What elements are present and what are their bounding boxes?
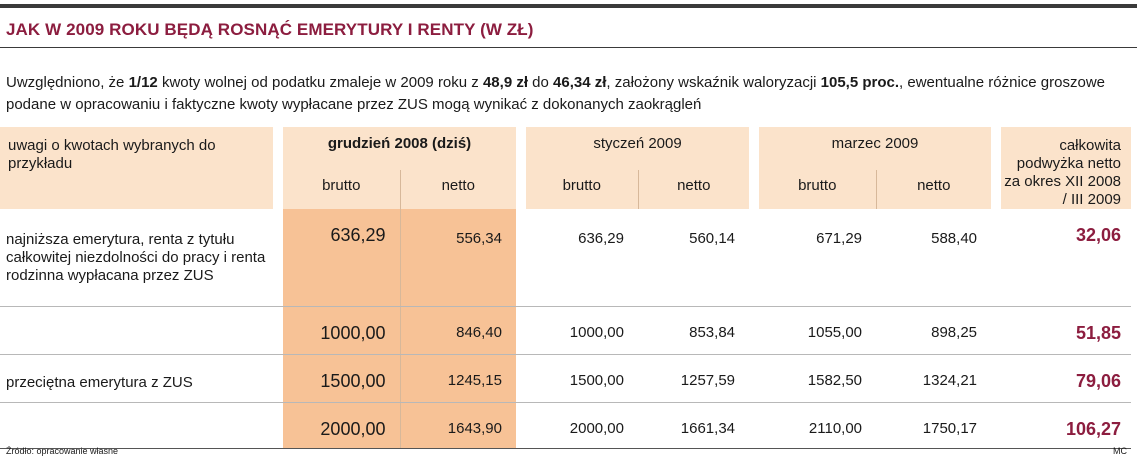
dec-netto-cell: 556,34 [399, 209, 516, 307]
row-label: przeciętna emerytura z ZUS [0, 354, 273, 403]
total-raise-cell: 51,85 [1001, 306, 1132, 355]
header-dec-brutto: brutto [283, 170, 400, 209]
row-label: najniższa emerytura, renta z tytułu całk… [0, 209, 273, 307]
header-group-dec: grudzień 2008 (dziś) [283, 127, 516, 171]
mar-netto-cell: 588,40 [876, 209, 992, 307]
header-jan-brutto: brutto [526, 170, 638, 209]
mar-brutto-cell: 2110,00 [759, 402, 877, 449]
intro-bold-2: 48,9 zł [482, 74, 528, 91]
title-rule [0, 47, 1137, 48]
dec-netto-cell: 1643,90 [399, 402, 516, 449]
top-rule [0, 4, 1137, 8]
mar-brutto-cell: 1055,00 [759, 306, 877, 355]
mar-netto-cell: 898,25 [876, 306, 992, 355]
intro-part-1: Uwzględniono, że [6, 74, 129, 91]
header-total-col: całkowita podwyżka netto za okres XII 20… [1001, 127, 1132, 209]
jan-netto-cell: 560,14 [638, 209, 750, 307]
header-jan-netto: netto [637, 170, 750, 209]
intro-bold-3: 46,34 zł [553, 74, 607, 91]
table-row: 2000,00 1643,90 2000,00 1661,34 2110,00 … [0, 402, 1132, 449]
intro-bold-4: 105,5 proc. [820, 74, 900, 91]
total-raise-cell: 106,27 [1001, 402, 1132, 449]
row-label [0, 402, 273, 449]
jan-netto-cell: 1257,59 [638, 354, 750, 403]
dec-brutto-cell: 636,29 [283, 209, 400, 307]
total-raise-cell: 79,06 [1001, 354, 1132, 403]
header-group-jan: styczeń 2009 [526, 127, 750, 171]
intro-text: Uwzględniono, że 1/12 kwoty wolnej od po… [6, 72, 1131, 116]
table-row: 1000,00 846,40 1000,00 853,84 1055,00 89… [0, 306, 1132, 355]
header-dec-netto: netto [399, 170, 516, 209]
jan-brutto-cell: 1000,00 [526, 306, 638, 355]
jan-brutto-cell: 2000,00 [526, 402, 638, 449]
dec-netto-cell: 846,40 [399, 306, 516, 355]
table-row: przeciętna emerytura z ZUS 1500,00 1245,… [0, 354, 1132, 403]
header-mar-brutto: brutto [759, 170, 877, 209]
source-note: Źródło: opracowanie własne [6, 446, 119, 456]
mar-netto-cell: 1750,17 [876, 402, 992, 449]
jan-brutto-cell: 636,29 [526, 209, 638, 307]
mar-brutto-cell: 1582,50 [759, 354, 877, 403]
total-raise-cell: 32,06 [1001, 209, 1132, 307]
author-initials: MC [1113, 446, 1127, 456]
jan-netto-cell: 1661,34 [638, 402, 750, 449]
dec-brutto-cell: 2000,00 [283, 402, 400, 449]
header-mar-netto: netto [875, 170, 992, 209]
row-label [0, 306, 273, 355]
dec-brutto-cell: 1000,00 [283, 306, 400, 355]
mar-netto-cell: 1324,21 [876, 354, 992, 403]
intro-bold-1: 1/12 [128, 74, 158, 91]
jan-brutto-cell: 1500,00 [526, 354, 638, 403]
table-row: najniższa emerytura, renta z tytułu całk… [0, 209, 1132, 307]
intro-part-3: do [528, 74, 554, 91]
pension-table: uwagi o kwotach wybranych do przykładu g… [0, 127, 1132, 449]
intro-part-2: kwoty wolnej od podatku zmaleje w 2009 r… [157, 74, 483, 91]
jan-netto-cell: 853,84 [638, 306, 750, 355]
page-title: JAK W 2009 ROKU BĘDĄ ROSNĄĆ EMERYTURY I … [6, 20, 534, 39]
dec-netto-cell: 1245,15 [399, 354, 516, 403]
intro-part-5: , ewentualne różnice groszowe podane w o… [6, 74, 1105, 113]
header-group-mar: marzec 2009 [759, 127, 992, 171]
intro-part-4: , założony wskaźnik waloryzacji [606, 74, 821, 91]
mar-brutto-cell: 671,29 [759, 209, 877, 307]
header-label-col: uwagi o kwotach wybranych do przykładu [0, 127, 273, 209]
dec-brutto-cell: 1500,00 [283, 354, 400, 403]
